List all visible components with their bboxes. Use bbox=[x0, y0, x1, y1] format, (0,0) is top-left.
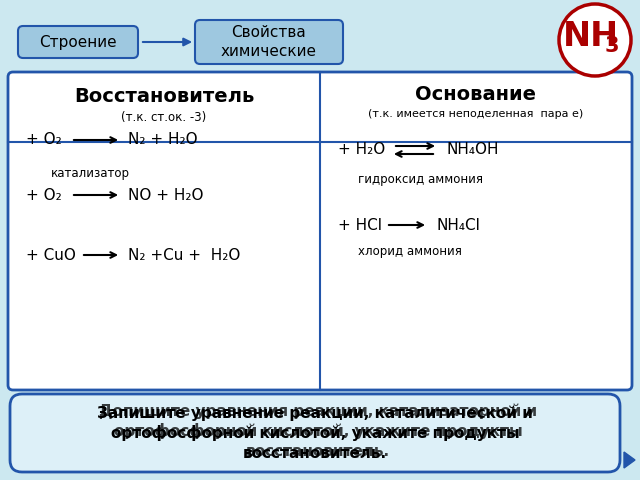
Text: + HCl: + HCl bbox=[338, 217, 382, 232]
Text: восстановитель.: восстановитель. bbox=[243, 445, 387, 460]
FancyBboxPatch shape bbox=[10, 394, 620, 472]
Text: Основание: Основание bbox=[415, 84, 536, 104]
Circle shape bbox=[559, 4, 631, 76]
FancyBboxPatch shape bbox=[8, 72, 632, 390]
Text: NH₄Cl: NH₄Cl bbox=[436, 217, 480, 232]
Text: гидроксид аммония: гидроксид аммония bbox=[358, 173, 483, 187]
Text: (т.к. ст.ок. -3): (т.к. ст.ок. -3) bbox=[122, 111, 207, 124]
Text: Восстановитель: Восстановитель bbox=[74, 87, 254, 107]
Text: (т.к. имеется неподеленная  пара е): (т.к. имеется неподеленная пара е) bbox=[369, 109, 584, 119]
Polygon shape bbox=[624, 452, 635, 468]
Text: NH₄OH: NH₄OH bbox=[446, 143, 499, 157]
Text: + H₂O: + H₂O bbox=[338, 143, 385, 157]
Text: + CuO: + CuO bbox=[26, 248, 76, 263]
Text: 3: 3 bbox=[605, 36, 620, 56]
Text: NH: NH bbox=[563, 20, 619, 52]
Text: Запишите уравнение реакции, каталитической и: Запишите уравнение реакции, каталитическ… bbox=[97, 405, 533, 421]
Text: ортофосфорной кислотой, укажите продукты: ортофосфорной кислотой, укажите продукты bbox=[111, 425, 520, 441]
Text: + O₂: + O₂ bbox=[26, 188, 61, 203]
Text: ортофосфорной кислотой, укажите продукты: ортофосфорной кислотой, укажите продукты bbox=[114, 423, 522, 439]
Text: N₂ + H₂O: N₂ + H₂O bbox=[128, 132, 198, 147]
Text: Свойства
химические: Свойства химические bbox=[221, 25, 317, 59]
Text: NO + H₂O: NO + H₂O bbox=[128, 188, 204, 203]
Text: катализатор: катализатор bbox=[51, 168, 130, 180]
Text: N₂ +Cu +  H₂O: N₂ +Cu + H₂O bbox=[128, 248, 241, 263]
FancyBboxPatch shape bbox=[18, 26, 138, 58]
Text: Допишите уравнения реакции, катализаторной и: Допишите уравнения реакции, катализаторн… bbox=[99, 403, 537, 419]
Text: + O₂: + O₂ bbox=[26, 132, 61, 147]
FancyBboxPatch shape bbox=[195, 20, 343, 64]
Text: хлорид аммония: хлорид аммония bbox=[358, 245, 462, 259]
Text: восстановитель.: восстановитель. bbox=[246, 444, 390, 458]
Text: Строение: Строение bbox=[39, 35, 117, 49]
